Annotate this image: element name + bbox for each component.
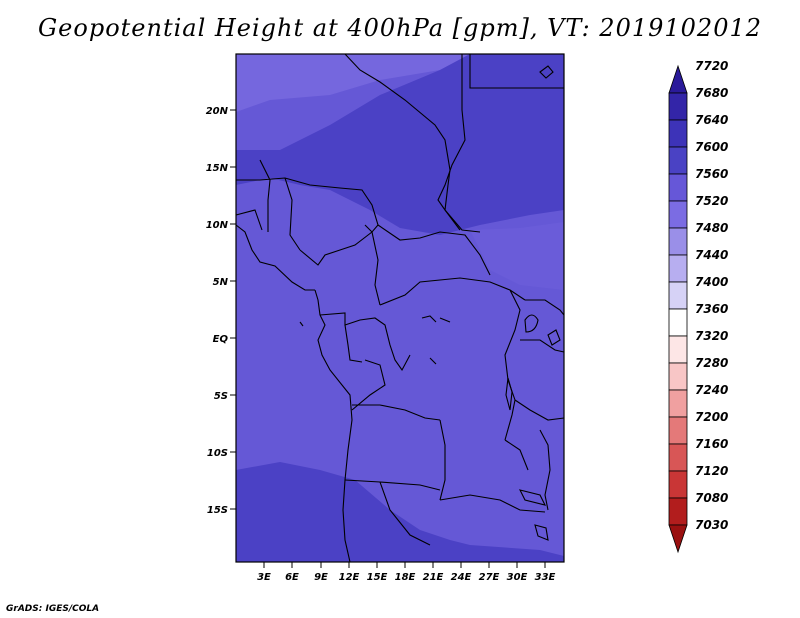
colorbar-label: 7240 [695, 383, 728, 397]
colorbar-segment [668, 119, 688, 148]
lat-label: EQ [213, 334, 229, 345]
height-field-dark-north [236, 54, 564, 235]
lat-label: 10S [207, 448, 228, 459]
lon-label: 24E [451, 572, 472, 583]
lon-label: 3E [257, 572, 271, 583]
colorbar-segment [668, 200, 688, 229]
lat-label: 5N [213, 277, 229, 288]
lon-label: 15E [367, 572, 388, 583]
colorbar-label: 7680 [695, 86, 728, 100]
height-field-dark-south [236, 462, 564, 562]
lat-label: 5S [214, 391, 228, 402]
map-frame [235, 53, 565, 563]
colorbar-label: 7030 [695, 518, 728, 532]
colorbar-label: 7200 [695, 410, 728, 424]
colorbar-segment [668, 470, 688, 499]
colorbar-segment [668, 64, 688, 94]
lon-label: 27E [479, 572, 500, 583]
colorbar-segment [668, 146, 688, 175]
map-title: Geopotential Height at 400hPa [gpm], VT:… [38, 14, 762, 42]
colorbar-segment [668, 335, 688, 364]
colorbar-segment [668, 227, 688, 256]
colorbar-segment [668, 362, 688, 391]
colorbar-segment [668, 173, 688, 202]
colorbar-label: 7600 [695, 140, 728, 154]
lon-label: 21E [423, 572, 444, 583]
lon-label: 33E [535, 572, 556, 583]
colorbar-label: 7480 [695, 221, 728, 235]
colorbar-label: 7520 [695, 194, 728, 208]
colorbar-label: 7320 [695, 329, 728, 343]
lon-label: 9E [314, 572, 328, 583]
colorbar-segment [668, 416, 688, 445]
colorbar-label: 7720 [695, 59, 728, 73]
lon-axis: 3E 6E 9E 12E 15E 18E 21E 24E 27E 30E 33E [257, 562, 556, 583]
lat-label: 10N [206, 220, 229, 231]
credit-label: GrADS: IGES/COLA [6, 604, 100, 614]
colorbar-segment [668, 308, 688, 337]
lat-label: 20N [206, 106, 229, 117]
lat-label: 15N [206, 163, 229, 174]
lon-label: 30E [507, 572, 528, 583]
lat-label: 15S [207, 505, 228, 516]
lon-label: 6E [285, 572, 299, 583]
colorbar-segment [668, 389, 688, 418]
colorbar: 7720 7680 7640 7600 7560 7520 7480 7440 7400 7360… [668, 59, 728, 554]
borders [235, 53, 565, 563]
colorbar-label: 7560 [695, 167, 728, 181]
colorbar-label: 7440 [695, 248, 728, 262]
lat-axis: 20N 15N 10N 5N EQ 5S 10S 15S [206, 106, 236, 516]
map-panel [235, 53, 565, 563]
lon-label: 18E [395, 572, 416, 583]
colorbar-label: 7120 [695, 464, 728, 478]
colorbar-label: 7160 [695, 437, 728, 451]
colorbar-segment [668, 524, 688, 554]
colorbar-segment [668, 254, 688, 283]
colorbar-label: 7360 [695, 302, 728, 316]
lon-label: 12E [339, 572, 360, 583]
colorbar-segment [668, 92, 688, 121]
colorbar-segment [668, 281, 688, 310]
colorbar-label: 7400 [695, 275, 728, 289]
colorbar-label: 7280 [695, 356, 728, 370]
colorbar-segment [668, 443, 688, 472]
height-field-mid-east [470, 222, 564, 290]
colorbar-label: 7080 [695, 491, 728, 505]
height-field-light-north [236, 54, 470, 112]
colorbar-label: 7640 [695, 113, 728, 127]
colorbar-segment [668, 497, 688, 526]
